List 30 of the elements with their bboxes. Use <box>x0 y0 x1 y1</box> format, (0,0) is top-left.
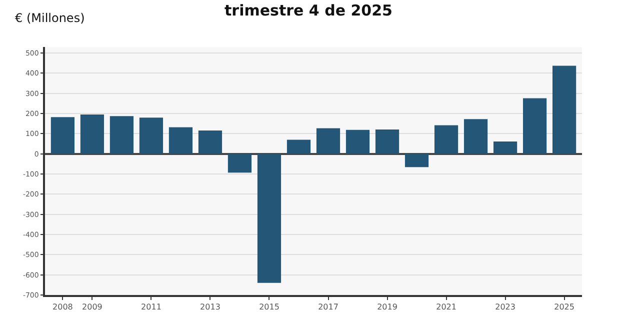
x-tick-label: 2021 <box>436 302 456 312</box>
bar <box>316 128 340 154</box>
bar <box>464 119 488 154</box>
bar <box>522 98 547 154</box>
y-axis-title: € (Millones) <box>15 11 85 25</box>
x-tick-label: 2009 <box>82 302 102 312</box>
bar <box>404 154 429 168</box>
x-tick-label: 2019 <box>377 302 398 312</box>
bar <box>50 117 75 154</box>
bar <box>257 154 282 283</box>
x-tick-label: 2011 <box>141 302 162 312</box>
bar <box>110 116 134 154</box>
bar <box>228 154 252 173</box>
bar <box>198 130 222 154</box>
x-tick-label: 2025 <box>554 302 574 312</box>
bar <box>493 142 518 154</box>
bar <box>552 66 576 154</box>
bar <box>80 114 104 154</box>
x-tick-label: 2017 <box>318 302 338 312</box>
bar <box>434 125 458 154</box>
bar <box>286 140 311 154</box>
x-tick-label: 2013 <box>200 302 220 312</box>
bar <box>168 127 193 154</box>
chart-title: trimestre 4 de 2025 <box>224 1 392 20</box>
bar <box>139 118 164 154</box>
bar <box>375 129 400 154</box>
x-tick-label: 2015 <box>259 302 280 312</box>
bar <box>346 130 370 154</box>
x-tick-label: 2008 <box>52 302 73 312</box>
x-tick-label: 2023 <box>495 302 516 312</box>
